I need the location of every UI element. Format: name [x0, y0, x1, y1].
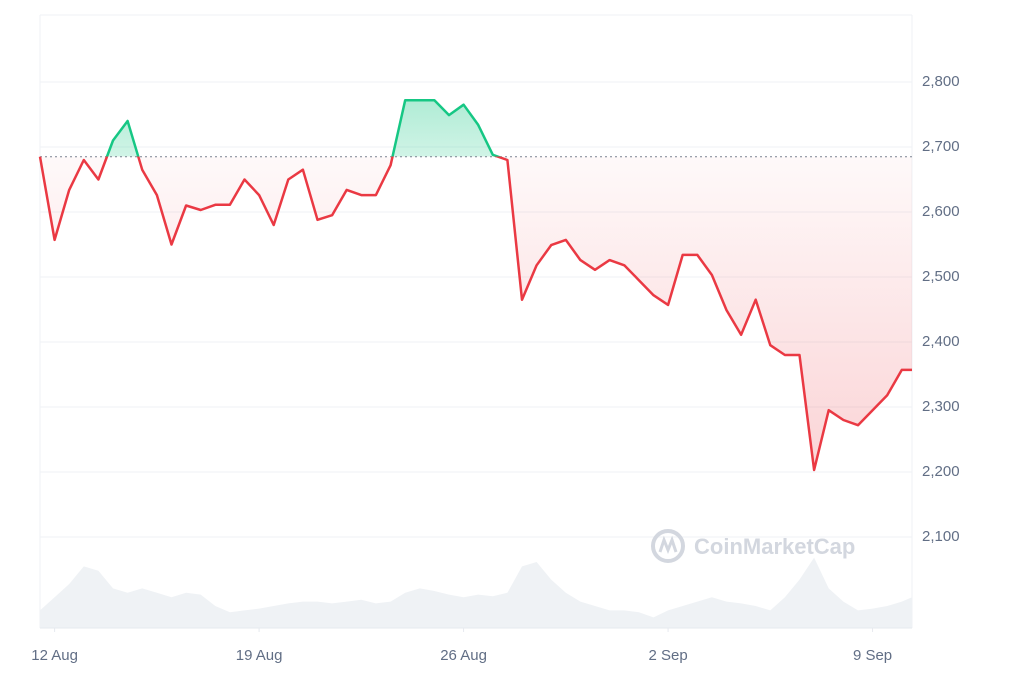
y-tick-label: 2,700	[922, 138, 960, 155]
y-tick-label: 2,800	[922, 73, 960, 90]
y-tick-label: 2,500	[922, 268, 960, 285]
price-area	[40, 100, 912, 470]
x-tick-label: 2 Sep	[648, 647, 687, 664]
y-tick-label: 2,400	[922, 333, 960, 350]
logo-mark	[658, 535, 678, 555]
volume-area	[40, 557, 912, 628]
y-tick-label: 2,100	[922, 528, 960, 545]
y-tick-label: 2,300	[922, 398, 960, 415]
price-line	[38, 98, 912, 472]
watermark: CoinMarketCap	[651, 529, 855, 563]
x-tick-label: 26 Aug	[440, 647, 487, 664]
logo-ring	[651, 529, 685, 563]
y-tick-label: 2,200	[922, 463, 960, 480]
x-tick-label: 12 Aug	[31, 647, 78, 664]
x-tick-label: 19 Aug	[236, 647, 283, 664]
y-tick-label: 2,600	[922, 203, 960, 220]
x-tick-label: 9 Sep	[853, 647, 892, 664]
watermark-text: CoinMarketCap	[694, 534, 855, 559]
